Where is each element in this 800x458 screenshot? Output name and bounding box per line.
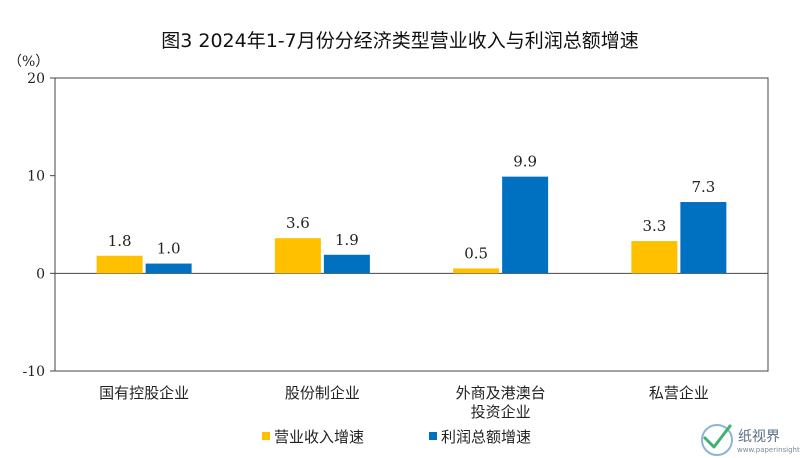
bar: [631, 241, 678, 274]
bar: [274, 238, 321, 274]
y-tick-label: 20: [27, 71, 45, 87]
category-label: 投资企业: [471, 403, 531, 421]
bar: [145, 263, 192, 274]
bar: [680, 202, 727, 274]
legend: 营业收入增速 利润总额增速: [262, 428, 531, 446]
legend-label: 利润总额增速: [441, 428, 531, 446]
category-label: 国有控股企业: [99, 384, 189, 402]
y-axis: -10 0 10 20: [22, 71, 55, 380]
watermark-url: www.paperinsight.net: [737, 446, 800, 454]
plot-area: [54, 77, 769, 372]
watermark: 纸视界 www.paperinsight.net: [701, 424, 800, 456]
bar: [502, 176, 549, 274]
bar: [323, 254, 370, 274]
data-label: 1.8: [108, 232, 132, 250]
chart-title: 图3 2024年1-7月份分经济类型营业收入与利润总额增速: [161, 30, 639, 52]
legend-swatch: [429, 432, 437, 440]
data-label: 0.5: [464, 244, 488, 262]
data-label: 3.6: [286, 214, 310, 232]
y-tick-label: -10: [22, 364, 45, 380]
bar: [453, 268, 500, 274]
bar: [96, 255, 143, 274]
data-label: 1.0: [157, 240, 181, 258]
legend-swatch: [262, 432, 270, 440]
data-label: 9.9: [513, 153, 537, 171]
watermark-name: 纸视界: [738, 429, 780, 445]
data-label: 7.3: [691, 178, 715, 196]
y-tick-label: 10: [27, 169, 45, 185]
category-label: 私营企业: [649, 384, 709, 402]
data-label: 1.9: [335, 231, 359, 249]
watermark-logo-icon: [701, 424, 733, 456]
category-label: 外商及港澳台: [456, 384, 546, 402]
y-tick-label: 0: [36, 266, 45, 282]
bars-group: 1.8 3.6 0.5 3.3 1.0 1.9 9.9 7.3: [96, 153, 727, 274]
category-label: 股份制企业: [285, 384, 360, 402]
legend-label: 营业收入增速: [274, 428, 364, 446]
data-label: 3.3: [642, 217, 666, 235]
y-unit-label: （%）: [8, 54, 49, 70]
